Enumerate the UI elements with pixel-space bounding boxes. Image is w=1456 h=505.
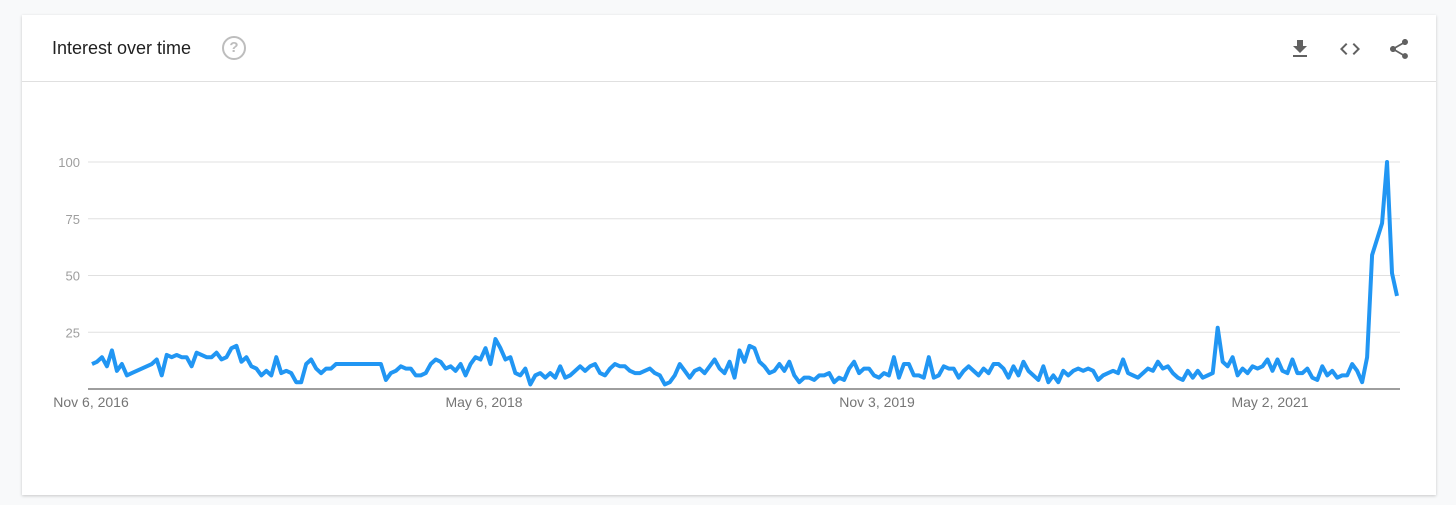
y-tick-label: 25: [66, 325, 80, 340]
x-tick-label: Nov 6, 2016: [53, 394, 129, 410]
download-icon[interactable]: [1288, 37, 1312, 61]
x-tick-label: Nov 3, 2019: [839, 394, 915, 410]
card-title: Interest over time: [52, 38, 192, 58]
share-icon[interactable]: [1387, 37, 1411, 61]
series-line: [91, 160, 1399, 387]
y-tick-label: 100: [58, 155, 80, 170]
card-header: Interest over time ?: [22, 15, 1436, 82]
help-circle-icon[interactable]: ?: [222, 36, 246, 60]
y-tick-label: 50: [66, 269, 80, 284]
x-tick-label: May 2, 2021: [1231, 394, 1308, 410]
interest-over-time-card: Interest over time ?: [22, 15, 1436, 495]
code-icon[interactable]: [1338, 37, 1362, 61]
y-tick-label: 75: [66, 212, 80, 227]
x-tick-label: May 6, 2018: [445, 394, 522, 410]
